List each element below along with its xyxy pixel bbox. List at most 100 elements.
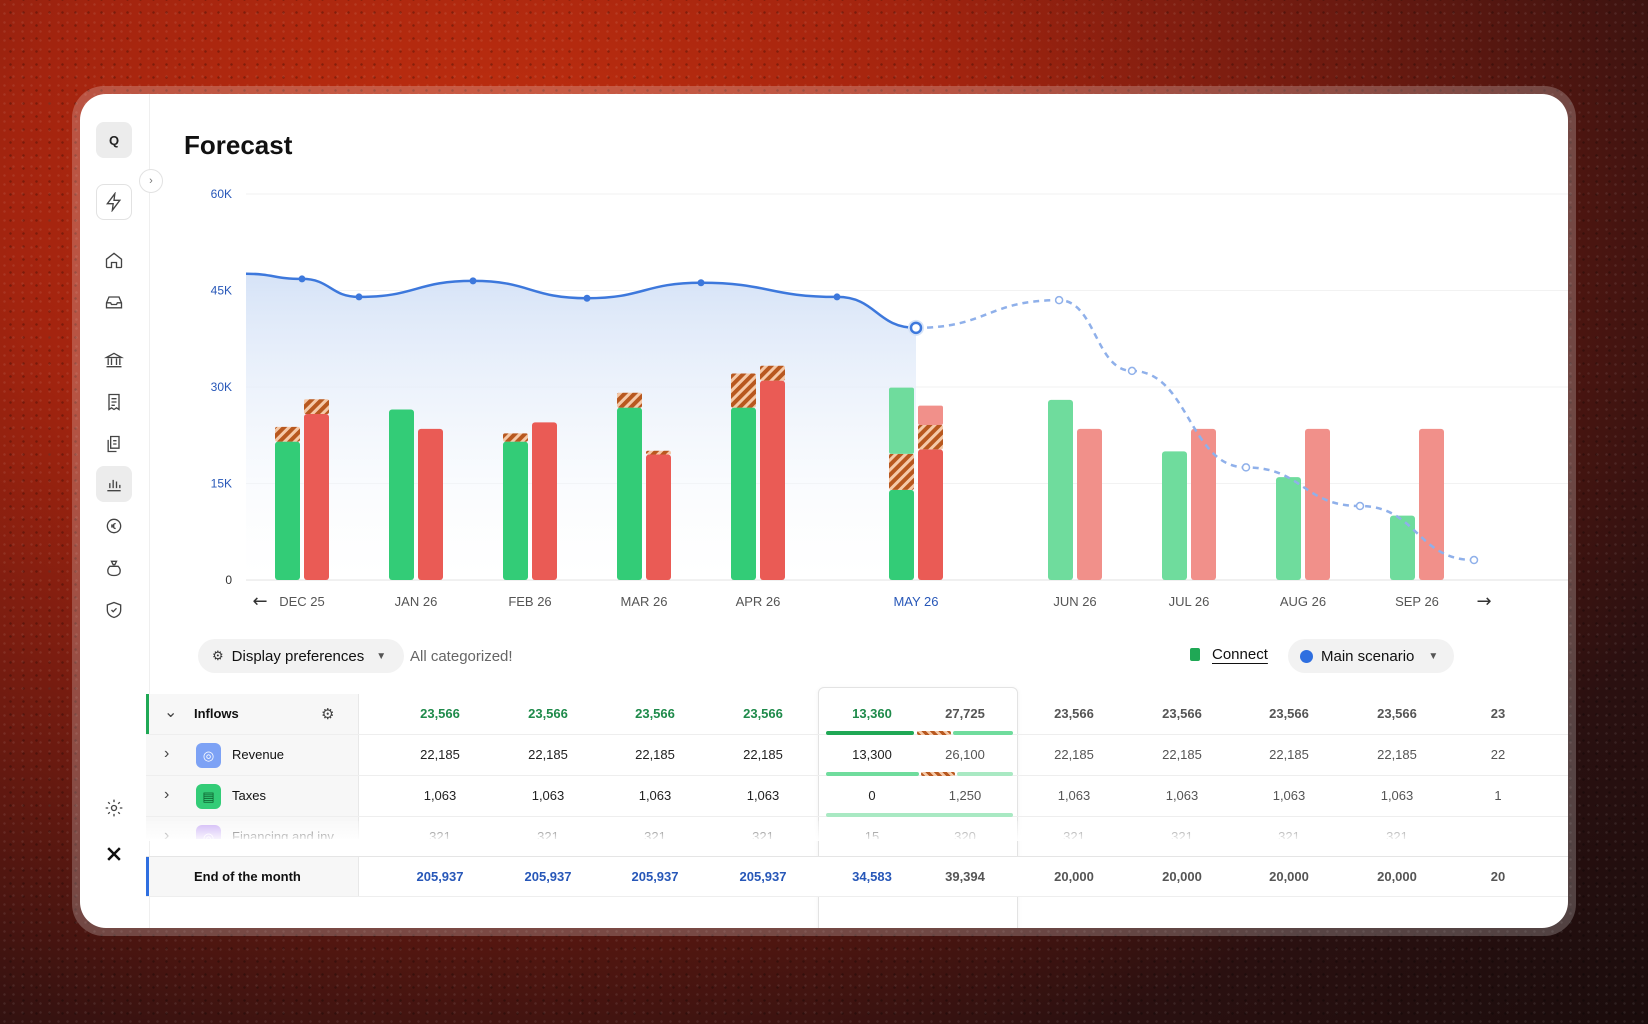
x-tick-label: JUL 26 <box>1169 594 1210 609</box>
app-frame: Q <box>72 86 1576 936</box>
sidebar: Q <box>80 94 150 928</box>
page-title: Forecast <box>184 130 293 160</box>
table-cell: 23 <box>1490 706 1506 721</box>
table-cell: 23,566 <box>1269 706 1309 721</box>
home-icon[interactable] <box>96 242 132 278</box>
balance-line <box>245 272 917 330</box>
table-cell: 1,063 <box>1380 788 1414 803</box>
sidebar-collapse-button[interactable]: › <box>139 169 163 193</box>
table-row[interactable]: › ▤ Taxes 1,063 1,063 1,063 1,063 0 1,250 1,063 1,… <box>146 776 1568 817</box>
inflow-bar <box>617 407 642 580</box>
inflow-bar <box>889 489 914 580</box>
x-tick-label: FEB 26 <box>508 594 551 609</box>
table-cell: 0 <box>868 788 876 803</box>
table-cell: 205,937 <box>524 869 572 884</box>
inflow-bar <box>275 441 300 580</box>
workspace-switcher[interactable]: Q <box>96 122 132 158</box>
balance-point <box>469 277 477 285</box>
row-label-cell: ⌄ Inflows ⚙ <box>146 694 359 734</box>
table-cell: 1,250 <box>948 788 982 803</box>
inflow-bar <box>1162 451 1187 580</box>
row-label: Revenue <box>232 747 285 762</box>
x-tick-label: JUN 26 <box>1053 594 1096 609</box>
table-cell: 23,566 <box>1377 706 1417 721</box>
chevron-down-icon[interactable]: ⌄ <box>164 704 178 721</box>
progress-strip <box>917 731 951 735</box>
chevron-right-icon[interactable]: › <box>164 745 170 762</box>
outflow-bar <box>1191 428 1216 580</box>
spreadsheet-icon <box>1190 648 1200 661</box>
table-cell: 13,360 <box>852 706 892 721</box>
forecast-bar-segment <box>889 387 914 454</box>
chart-svg: 60K 45K 30K 15K 0 DEC 25 JAN 26 FEB 26 MAR 26 APR… <box>211 187 1568 612</box>
row-label-cell: › ▤ Taxes <box>146 776 359 816</box>
table-cell: 22 <box>1490 747 1506 762</box>
table-cell: 1,063 <box>423 788 457 803</box>
table-cell: 205,937 <box>416 869 464 884</box>
arrow-left-icon[interactable]: ← <box>252 591 267 612</box>
bolt-icon[interactable] <box>96 184 132 220</box>
connect-link[interactable]: Connect <box>1190 646 1268 663</box>
logo-icon[interactable] <box>96 836 132 872</box>
inflow-bar <box>1276 477 1301 580</box>
table-row[interactable]: › ◎ Revenue 22,185 22,185 22,185 22,185 13,300 2… <box>146 735 1568 776</box>
inbox-icon[interactable] <box>96 284 132 320</box>
y-tick-label: 30K <box>211 380 232 394</box>
table-cell: 20,000 <box>1269 869 1309 884</box>
display-preferences-label: Display preferences <box>231 647 365 665</box>
table-cell: 1,063 <box>746 788 780 803</box>
table-cell: 1,063 <box>1165 788 1199 803</box>
display-preferences-button[interactable]: ⚙ Display preferences ▼ <box>198 639 405 673</box>
x-tick-label: MAR 26 <box>621 594 668 609</box>
table-cell: 1 <box>1494 788 1502 803</box>
chart-icon[interactable] <box>96 466 132 502</box>
progress-strip <box>953 731 1013 735</box>
gear-icon[interactable]: ⚙ <box>321 706 335 723</box>
currency-icon[interactable] <box>96 508 132 544</box>
revenue-icon: ◎ <box>196 743 221 768</box>
balance-area <box>246 273 916 580</box>
arrow-right-icon[interactable]: → <box>1476 591 1491 612</box>
app-window: Q <box>80 94 1568 928</box>
table-cell: 1,063 <box>531 788 565 803</box>
table-cell: 20,000 <box>1162 869 1202 884</box>
chevron-right-icon[interactable]: › <box>164 786 170 803</box>
pending-bar-segment <box>760 365 785 381</box>
y-tick-label: 45K <box>211 284 232 298</box>
table-cell: 22,185 <box>1162 747 1202 762</box>
scenario-selector[interactable]: Main scenario ▼ <box>1288 639 1455 673</box>
balance-point <box>355 293 363 301</box>
table-cell: 39,394 <box>945 869 985 884</box>
table-cell: 1,063 <box>1057 788 1091 803</box>
balance-point <box>583 294 591 302</box>
pending-bar-segment <box>918 424 943 450</box>
progress-strip <box>957 772 1013 776</box>
table-cell: 1,063 <box>1272 788 1306 803</box>
table-cell: 23,566 <box>1162 706 1202 721</box>
shield-icon[interactable] <box>96 592 132 628</box>
table-cell: 23,566 <box>743 706 783 721</box>
money-bag-icon[interactable] <box>96 550 132 586</box>
categorization-status: All categorized! <box>410 648 513 665</box>
scenario-color-dot <box>1300 649 1313 663</box>
bank-icon[interactable] <box>96 342 132 378</box>
invoice-icon[interactable] <box>96 384 132 420</box>
chevron-down-icon: ▼ <box>1428 650 1439 662</box>
inflow-bar <box>731 407 756 580</box>
forecast-point <box>1355 501 1365 511</box>
table-cell: 22,185 <box>743 747 783 762</box>
documents-icon[interactable] <box>96 426 132 462</box>
x-tick-label: SEP 26 <box>1395 594 1439 609</box>
balance-point <box>298 275 306 283</box>
x-tick-label: AUG 26 <box>1280 594 1326 609</box>
table-cell: 34,583 <box>852 869 892 884</box>
settings-icon[interactable] <box>96 790 132 826</box>
x-tick-label: APR 26 <box>736 594 781 609</box>
pending-bar-segment <box>889 453 914 490</box>
table-row[interactable]: End of the month 205,937 205,937 205,937 205… <box>146 856 1568 897</box>
table-cell: 23,566 <box>635 706 675 721</box>
gear-icon: ⚙ <box>212 648 224 663</box>
table-cell: 20 <box>1490 869 1506 884</box>
table-cell: 26,100 <box>945 747 985 762</box>
table-row[interactable]: ⌄ Inflows ⚙ 23,566 23,566 23,566 23,566 13,360 2… <box>146 694 1568 735</box>
